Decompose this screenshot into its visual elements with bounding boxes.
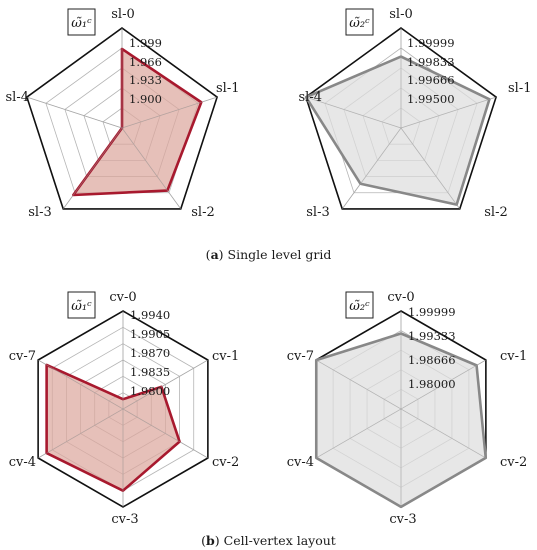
outer-boundary (25, 27, 219, 210)
tick-label: 1.99666 (407, 73, 455, 87)
axis-label-sl-1: sl-1 (508, 81, 532, 96)
spoke-overlay (315, 408, 402, 459)
spoke-overlay (315, 359, 402, 410)
spoke-overlay (121, 127, 182, 210)
axis-label-cv-3: cv-3 (389, 512, 416, 527)
axis-label-cv-2: cv-2 (212, 455, 239, 470)
spoke-overlay (400, 408, 487, 459)
legend-label: ω̃₂ᶜ (349, 16, 370, 31)
tick-label: 1.9905 (130, 327, 170, 341)
caption-a: (a) Single level grid (206, 247, 332, 262)
tick-label: 1.99833 (407, 55, 455, 69)
axis-label-sl-3: sl-3 (28, 205, 52, 220)
spoke-overlay (26, 96, 123, 129)
tick-label: 1.9940 (130, 308, 170, 322)
spoke-overlay (37, 408, 124, 459)
spoke-overlay (400, 359, 487, 410)
tick-label: 1.933 (129, 73, 162, 87)
axis-label-cv-3: cv-3 (111, 512, 138, 527)
outer-boundary (304, 27, 498, 210)
legend-box (345, 8, 374, 36)
data-polygon (304, 55, 491, 206)
spoke-overlay (122, 359, 209, 410)
axis-label-cv-0: cv-0 (387, 290, 414, 305)
axis-label-sl-3: sl-3 (306, 205, 330, 220)
axis-label-cv-4: cv-4 (287, 455, 314, 470)
axis-label-sl-2: sl-2 (191, 205, 215, 220)
spoke-overlay (122, 408, 209, 459)
axis-label-cv-4: cv-4 (9, 455, 36, 470)
axis-label-sl-2: sl-2 (484, 205, 508, 220)
axis-label-cv-7: cv-7 (287, 349, 314, 364)
legend-label: ω̃₁ᶜ (71, 16, 92, 31)
spoke-overlay (121, 96, 218, 129)
tick-label: 1.99999 (407, 36, 455, 50)
axis-label-cv-2: cv-2 (500, 455, 527, 470)
radar-chart-cv-omega1: 1.9800 1.9835 1.9870 1.9905 1.9940 cv-0 cv-1 cv… (9, 290, 240, 527)
axis-label-sl-0: sl-0 (111, 7, 135, 22)
tick-label: 1.9870 (130, 346, 170, 360)
legend-box (345, 291, 374, 319)
axis-label-cv-1: cv-1 (212, 349, 239, 364)
spoke-overlay (341, 127, 402, 210)
radar-chart-sl-omega1: 1.900 1.933 1.966 1.999 sl-0 sl-1 sl-2 sl-3 sl-4… (6, 7, 240, 220)
tick-label: 1.98000 (408, 377, 456, 391)
spoke-overlay (400, 96, 497, 129)
axis-label-sl-4: sl-4 (6, 90, 30, 105)
tick-label: 1.9800 (130, 384, 170, 398)
axis-label-cv-7: cv-7 (9, 349, 36, 364)
axis-label-sl-4: sl-4 (299, 90, 323, 105)
tick-label: 1.98666 (408, 353, 456, 367)
tick-label: 1.99999 (408, 305, 456, 319)
spoke-overlay (400, 127, 461, 210)
tick-label: 1.99333 (408, 329, 456, 343)
legend-label: ω̃₁ᶜ (71, 299, 92, 314)
tick-label: 1.966 (129, 55, 162, 69)
tick-label: 1.900 (129, 92, 162, 106)
tick-label: 1.999 (129, 36, 162, 50)
spoke-overlay (37, 359, 124, 410)
axis-label-sl-1: sl-1 (216, 81, 240, 96)
axis-label-cv-1: cv-1 (500, 349, 527, 364)
axis-label-cv-0: cv-0 (109, 290, 136, 305)
tick-label: 1.99500 (407, 92, 455, 106)
spoke-overlay (62, 127, 123, 210)
tick-label: 1.9835 (130, 365, 170, 379)
legend-label: ω̃₂ᶜ (349, 299, 370, 314)
spoke-overlay (305, 96, 402, 129)
radar-chart-sl-omega2: 1.99500 1.99666 1.99833 1.99999 sl-0 sl-1 sl-2… (299, 7, 532, 220)
legend-box (67, 291, 96, 319)
axis-label-sl-0: sl-0 (389, 7, 413, 22)
caption-b: (b) Cell-vertex layout (201, 533, 336, 548)
legend-box (67, 8, 96, 36)
